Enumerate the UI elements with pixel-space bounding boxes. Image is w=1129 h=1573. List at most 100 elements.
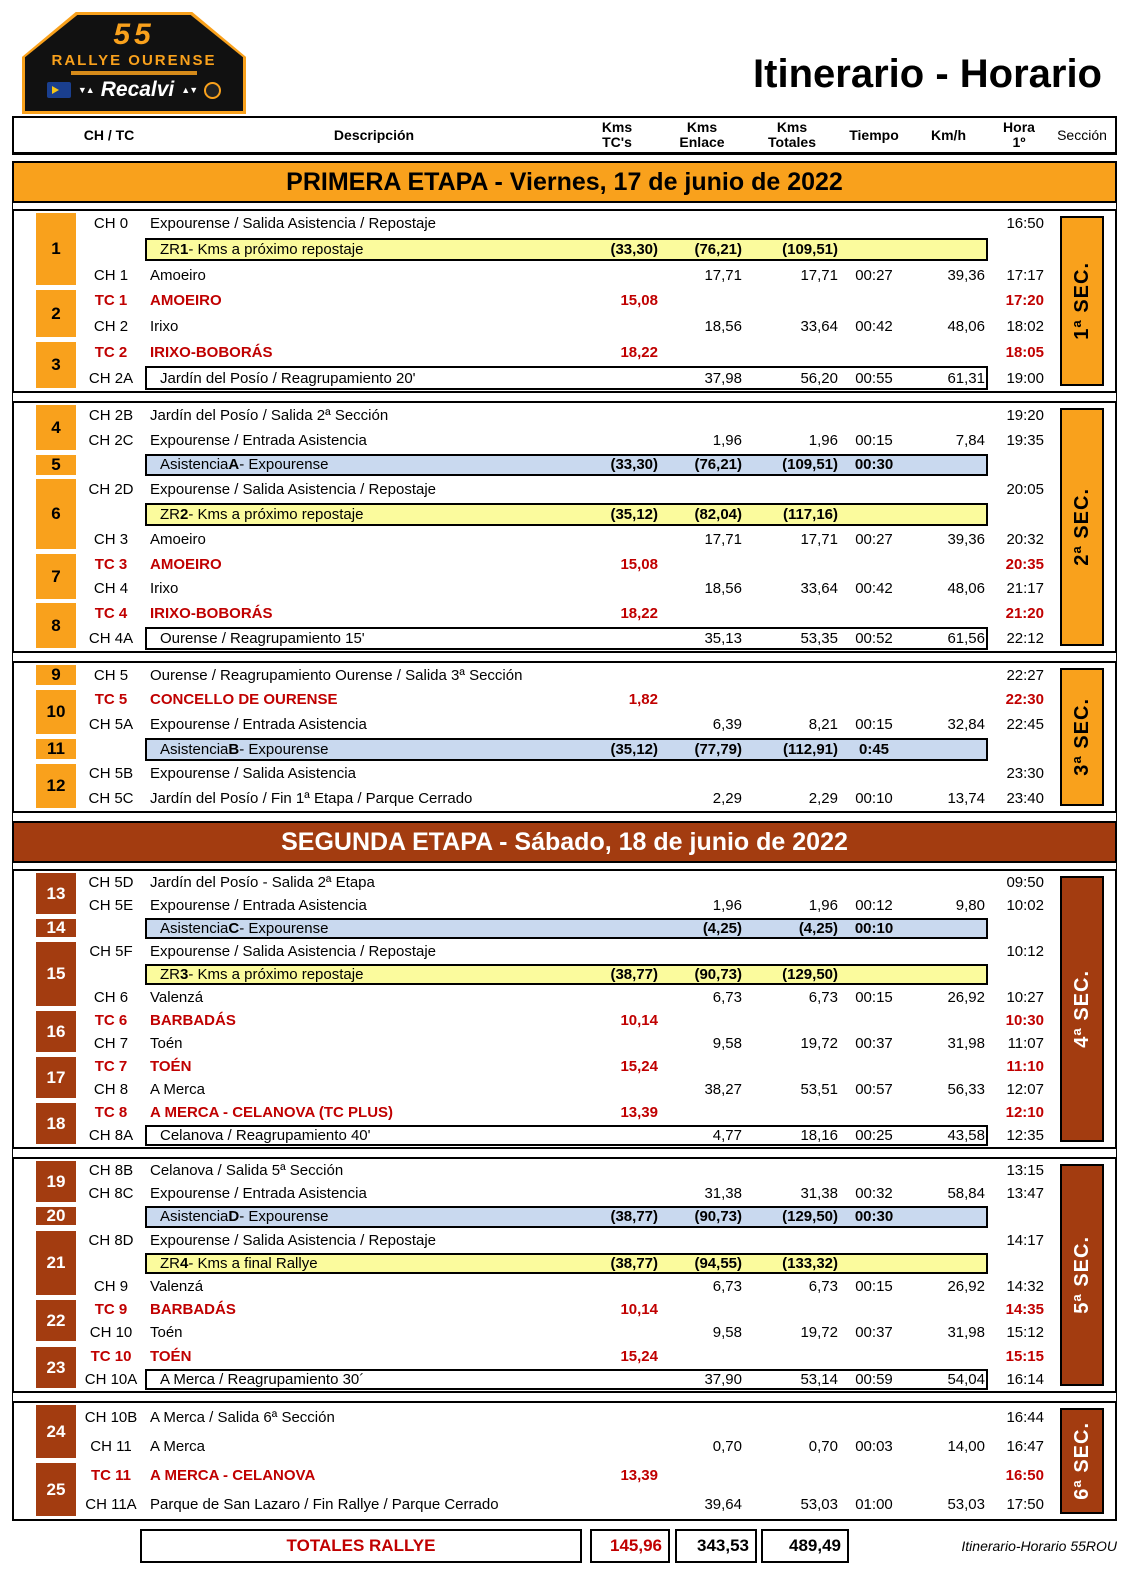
ch-tc-label: CH 5D: [88, 874, 134, 891]
col-header-tiempo: Tiempo: [849, 126, 899, 143]
kms-totales-value: 19,72: [800, 1035, 838, 1052]
rally-plate-logo: 55 RALLYE OURENSE ▼▲ Recalvi ▲▼: [22, 12, 246, 114]
ch-tc-label: CH 10B: [84, 1409, 138, 1426]
rally-name: RALLYE OURENSE: [51, 52, 217, 69]
table-row: CH 8D Expourense / Salida Asistencia / Re…: [14, 1229, 1115, 1252]
kms-totales-value: 18,16: [800, 1127, 838, 1144]
kms-totales-value: 17,71: [800, 530, 838, 548]
description: Expourense / Entrada Asistencia: [150, 716, 367, 734]
ch-tc-label: CH 5A: [88, 716, 134, 734]
hora-value: 10:30: [1005, 1012, 1044, 1029]
ch-tc-label: CH 10: [89, 1324, 133, 1342]
hora-value: 19:35: [1006, 431, 1044, 449]
description: Expourense / Entrada Asistencia: [150, 431, 367, 449]
description: Jardín del Posío - Salida 2ª Etapa: [150, 874, 375, 891]
table-row: CH 2C Expourense / Entrada Asistencia 1,96…: [14, 428, 1115, 453]
ch-tc-label: CH 11: [90, 1438, 132, 1455]
hora-value: 16:44: [1006, 1409, 1044, 1426]
kms-totales-value: 33,64: [800, 318, 838, 336]
kms-tcs-value: (38,77): [610, 1208, 658, 1226]
kms-tcs-value: (38,77): [610, 966, 658, 983]
ch-tc-label: CH 2B: [88, 406, 134, 424]
section-label: 1ª SEC.: [1060, 216, 1104, 386]
reagrup-box: [145, 627, 988, 650]
table-row: Asistencia D - Expourense (38,77) (90,73) (…: [14, 1205, 1115, 1228]
zr-box: [145, 237, 988, 262]
itinerary-section: CH 8B Celanova / Salida 5ª Sección 13:15 CH…: [12, 1157, 1117, 1393]
tiempo-value: 00:27: [855, 266, 893, 284]
asist-box: [145, 1206, 988, 1228]
table-row: CH 4 Irixo 18,56 33,64 00:42 48,06 21:17: [14, 577, 1115, 602]
kms-tcs-value: 15,24: [620, 1058, 658, 1075]
table-row: CH 0 Expourense / Salida Asistencia / Rep…: [14, 211, 1115, 237]
ch-tc-label: CH 11A: [85, 1496, 137, 1513]
table-row: TC 6 BARBADÁS 10,14 10:30: [14, 1009, 1115, 1032]
kmh-value: 26,92: [947, 989, 985, 1006]
description: Amoeiro: [150, 266, 206, 284]
row-number-block: 20: [36, 1206, 76, 1225]
tiempo-value: 00:15: [855, 989, 893, 1006]
kmh-value: 48,06: [947, 580, 985, 598]
kms-totales-value: 33,64: [800, 580, 838, 598]
row-number-block: 23: [36, 1347, 76, 1388]
tiempo-value: 01:00: [855, 1496, 893, 1513]
description: Expourense / Salida Asistencia / Reposta…: [150, 1231, 437, 1249]
table-row: CH 11 A Merca 0,70 0,70 00:03 14,00 16:47: [14, 1432, 1115, 1461]
description: TOÉN: [150, 1347, 192, 1365]
tiempo-value: 00:15: [855, 716, 893, 734]
hora-value: 16:47: [1006, 1438, 1044, 1455]
kmh-value: 32,84: [947, 716, 985, 734]
kms-tcs-value: 13,39: [620, 1104, 658, 1121]
kms-enlace-value: 35,13: [704, 630, 742, 648]
table-row: CH 1 Amoeiro 17,71 17,71 00:27 39,36 17:17: [14, 262, 1115, 288]
table-row: CH 3 Amoeiro 17,71 17,71 00:27 39,36 20:32: [14, 527, 1115, 552]
description: Toén: [150, 1035, 183, 1052]
row-number-block: 7: [36, 554, 76, 599]
hora-value: 16:50: [1006, 215, 1044, 233]
kms-enlace-value: 39,64: [704, 1496, 742, 1513]
kms-tcs-value: 10,14: [620, 1301, 658, 1319]
section-label: 6ª SEC.: [1060, 1408, 1104, 1514]
kms-tcs-value: 1,82: [628, 691, 658, 709]
table-row: TC 3 AMOEIRO 15,08 20:35: [14, 552, 1115, 577]
table-row: Asistencia A - Expourense (33,30) (76,21) (…: [14, 453, 1115, 478]
table-row: CH 5F Expourense / Salida Asistencia / Re…: [14, 940, 1115, 963]
kms-enlace-value: 0,70: [712, 1438, 742, 1455]
kms-tcs-value: 15,08: [620, 292, 658, 310]
ch-tc-label: CH 8C: [88, 1185, 134, 1203]
hora-value: 18:02: [1006, 318, 1044, 336]
section-label: 4ª SEC.: [1060, 876, 1104, 1142]
kms-totales-value: (112,91): [782, 740, 838, 758]
table-row: CH 8 A Merca 38,27 53,51 00:57 56,33 12:07: [14, 1078, 1115, 1101]
ch-tc-label: CH 5F: [89, 943, 133, 960]
kms-enlace-value: 17,71: [704, 266, 742, 284]
hora-value: 22:30: [1005, 691, 1044, 709]
hora-value: 11:07: [1007, 1035, 1044, 1052]
description: Parque de San Lazaro / Fin Rallye / Parq…: [150, 1496, 499, 1513]
itinerary-section: CH 10B A Merca / Salida 6ª Sección 16:44 CH…: [12, 1401, 1117, 1521]
table-row: ZR 3 - Kms a próximo repostaje (38,77) (90…: [14, 963, 1115, 986]
hora-value: 18:05: [1005, 343, 1044, 361]
kms-enlace-value: 38,27: [704, 1081, 742, 1098]
table-row: Asistencia B - Expourense (35,12) (77,79) (…: [14, 737, 1115, 762]
kmh-value: 9,80: [955, 897, 985, 914]
description: Expourense / Salida Asistencia / Reposta…: [150, 215, 437, 233]
table-row: CH 7 Toén 9,58 19,72 00:37 31,98 11:07: [14, 1032, 1115, 1055]
ch-tc-label: TC 2: [94, 343, 128, 361]
description: Asistencia A - Expourense: [160, 456, 329, 474]
kms-enlace-value: 1,96: [712, 431, 742, 449]
kms-tcs-value: 18,22: [620, 605, 658, 623]
row-number-block: 21: [36, 1231, 76, 1295]
kms-enlace-value: 1,96: [712, 897, 742, 914]
hora-value: 22:12: [1006, 630, 1044, 648]
tiempo-value: 00:03: [855, 1438, 893, 1455]
asist-box: [145, 918, 988, 939]
kms-enlace-value: 4,77: [712, 1127, 742, 1144]
description: A Merca / Salida 6ª Sección: [150, 1409, 335, 1426]
ch-tc-label: CH 4: [93, 580, 129, 598]
section-label: 5ª SEC.: [1060, 1164, 1104, 1386]
kms-tcs-value: 15,08: [620, 555, 658, 573]
description: IRIXO-BOBORÁS: [150, 343, 273, 361]
description: Amoeiro: [150, 530, 206, 548]
row-number-block: 12: [36, 764, 76, 808]
